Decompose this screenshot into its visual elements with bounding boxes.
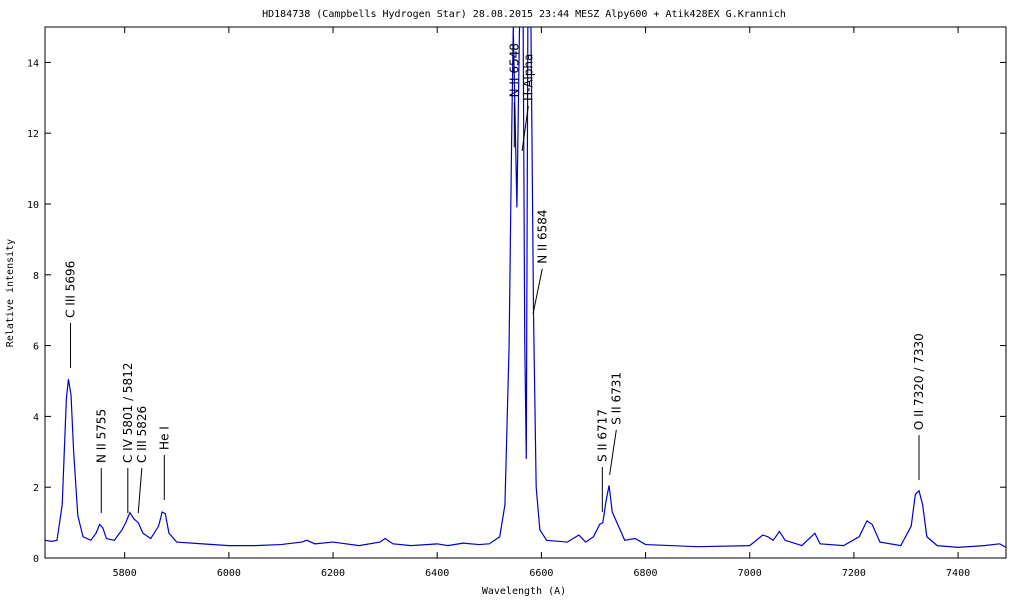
annotation-label: He I — [157, 426, 171, 450]
annotation-label: N II 5755 — [94, 409, 108, 463]
y-tick-label: 6 — [33, 342, 39, 353]
annotation-line — [532, 268, 543, 314]
x-axis-label: Wavelength (A) — [482, 586, 566, 597]
x-tick-label: 6400 — [425, 568, 449, 579]
y-tick-label: 14 — [27, 58, 39, 69]
x-tick-label: 6200 — [321, 568, 345, 579]
annotation-label: S II 6731 — [609, 372, 623, 425]
annotation-label: N II 6548 — [507, 43, 521, 97]
x-tick-label: 7400 — [946, 568, 970, 579]
y-tick-label: 2 — [33, 483, 39, 494]
spectrum-line — [45, 27, 1006, 548]
annotation-line — [137, 468, 143, 514]
y-tick-label: 8 — [33, 271, 39, 282]
y-tick-label: 4 — [33, 412, 39, 423]
x-tick-label: 6600 — [529, 568, 553, 579]
annotation-label: C III 5826 — [135, 406, 149, 463]
annotation-label: C III 5696 — [64, 261, 78, 318]
x-tick-label: 6000 — [217, 568, 241, 579]
annotation-label: S II 6717 — [595, 409, 609, 462]
x-tick-label: 7200 — [842, 568, 866, 579]
y-axis-label: Relative intensity — [5, 239, 16, 347]
annotation-line — [521, 105, 529, 151]
y-tick-label: 0 — [33, 554, 39, 565]
y-tick-label: 12 — [27, 129, 39, 140]
plot-area — [45, 27, 1006, 548]
annotation-label: N II 6584 — [535, 210, 549, 264]
annotation-label: C IV 5801 / 5812 — [121, 363, 135, 464]
annotation-label: O II 7320 / 7330 — [912, 333, 926, 430]
x-tick-label: 5800 — [113, 568, 137, 579]
plot-frame — [44, 26, 1007, 559]
x-tick-label: 6800 — [634, 568, 658, 579]
annotation-label: H-Alpha — [521, 54, 535, 101]
annotation-line — [609, 429, 617, 475]
x-tick-label: 7000 — [738, 568, 762, 579]
y-tick-label: 10 — [27, 200, 39, 211]
chart-title: HD184738 (Campbells Hydrogen Star) 28.08… — [262, 9, 786, 20]
